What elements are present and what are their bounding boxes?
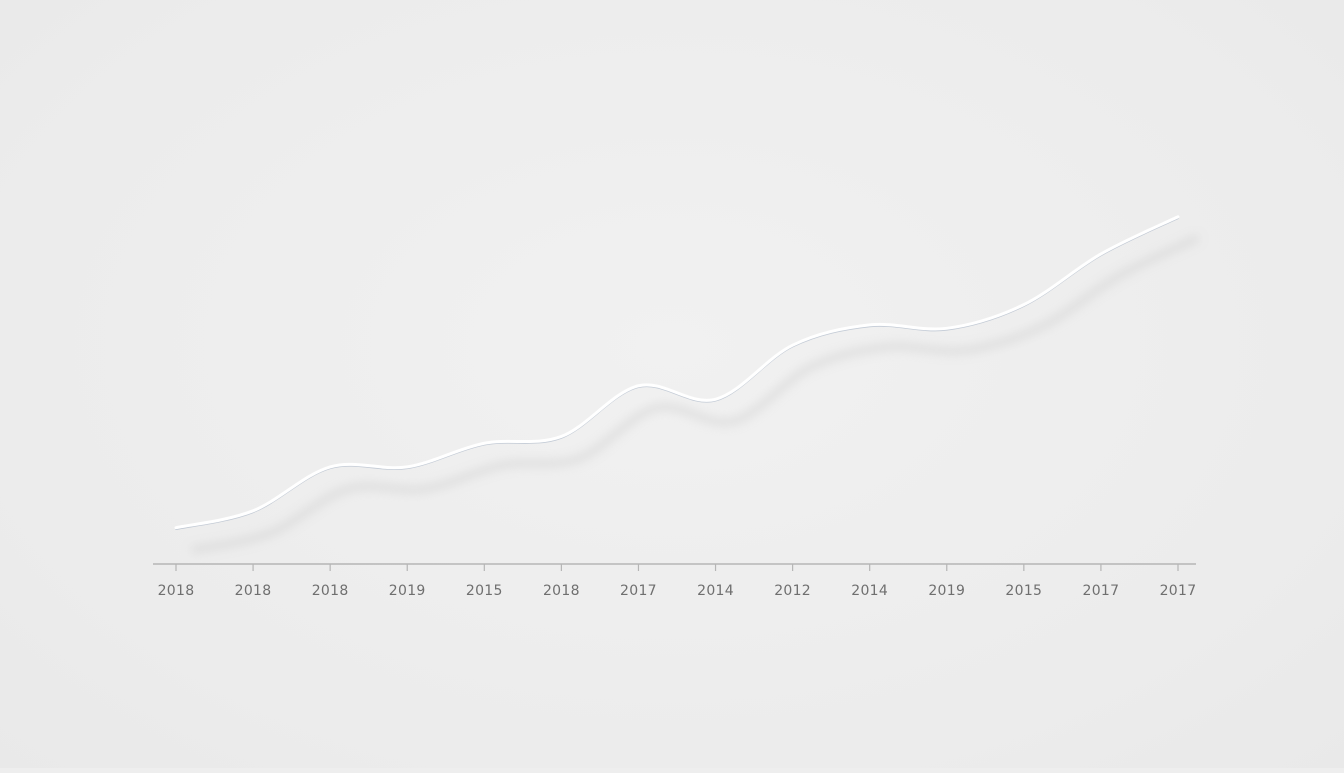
x-tick-label: 2018	[543, 583, 580, 599]
x-tick-label: 2017	[620, 583, 657, 599]
x-tick-label: 2019	[928, 583, 965, 599]
x-tick-label: 2018	[235, 583, 272, 599]
x-tick-label: 2017	[1160, 583, 1197, 599]
x-tick-label: 2014	[851, 583, 888, 599]
series-line-shadow	[191, 235, 1199, 553]
x-tick-label: 2018	[312, 583, 349, 599]
x-tick-label: 2019	[389, 583, 426, 599]
x-tick-label: 2017	[1083, 583, 1120, 599]
x-tick-label: 2012	[774, 583, 811, 599]
x-tick-label: 2014	[697, 583, 734, 599]
x-tick-label: 2018	[158, 583, 195, 599]
series-line	[174, 215, 1180, 530]
series-line-accent	[175, 217, 1179, 531]
x-tick-label: 2015	[466, 583, 503, 599]
x-tick-label: 2015	[1005, 583, 1042, 599]
